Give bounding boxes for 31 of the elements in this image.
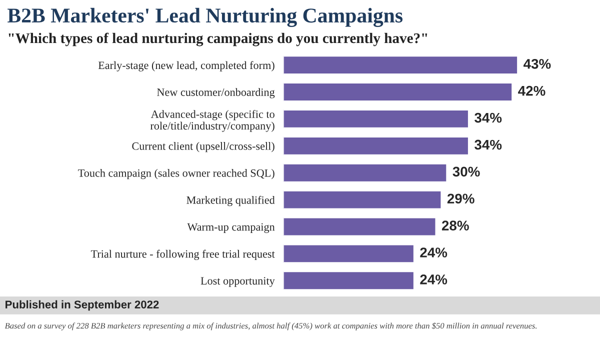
- y-tick-label: Touch campaign (sales owner reached SQL): [78, 169, 274, 180]
- chart-subtitle: "Which types of lead nurturing campaigns do you currently have?": [8, 32, 428, 46]
- bar: [283, 190, 442, 210]
- chart-title: B2B Marketers' Lead Nurturing Campaigns: [8, 8, 403, 27]
- data-label: 30%: [452, 166, 480, 177]
- y-tick-label: Current client (upsell/cross-sell): [132, 142, 274, 152]
- bar: [283, 55, 518, 75]
- bar: [283, 216, 437, 237]
- y-tick-label: Lost opportunity: [200, 277, 275, 287]
- bar: [283, 270, 415, 291]
- bar: [283, 82, 513, 102]
- bar: [283, 109, 470, 129]
- bar: [283, 244, 415, 264]
- bar: [283, 163, 448, 183]
- data-label: 43%: [524, 58, 551, 69]
- y-tick-label: Marketing qualified: [186, 196, 275, 206]
- y-tick-label: New customer/onboarding: [157, 88, 275, 98]
- data-label: 28%: [442, 220, 469, 230]
- y-tick-label: Trial nurture - following free trial request: [90, 250, 275, 260]
- text: Based on a survey of 228 B2B marketers representing a mix of industries, almost half (45%) work at companies with more than $50 million in annual revenues.: [4, 322, 537, 330]
- bar: [283, 136, 470, 156]
- text: Published in September 2022: [6, 300, 159, 311]
- data-label: 24%: [420, 274, 448, 284]
- y-tick-label: Warm-up campaign: [187, 223, 275, 233]
- data-label: 34%: [474, 140, 502, 150]
- data-label: 29%: [447, 194, 474, 204]
- data-label: 34%: [474, 112, 502, 123]
- y-tick-label: Early-stage (new lead, completed form): [98, 61, 274, 72]
- y-tick-label: Advanced-stage (specific to role/title/industry/company): [150, 110, 274, 132]
- data-label: 24%: [420, 248, 448, 258]
- data-label: 42%: [518, 86, 546, 96]
